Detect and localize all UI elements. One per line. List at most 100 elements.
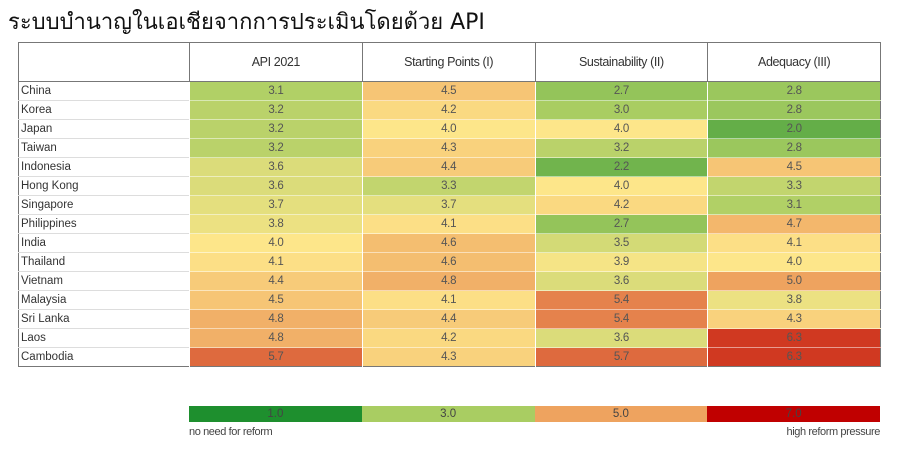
heat-cell-adequacy: 4.3 [707, 309, 881, 329]
heat-cell-api-2021: 3.2 [189, 138, 363, 158]
row-label: Cambodia [18, 347, 190, 367]
heat-cell-sustainability: 3.0 [534, 100, 708, 120]
table-row: Korea 3.2 4.2 3.0 2.8 [18, 100, 881, 120]
row-label: India [18, 233, 190, 253]
row-label: Laos [18, 328, 190, 348]
heat-cell-sustainability: 2.2 [534, 157, 708, 177]
heat-cell-starting-points: 4.2 [361, 100, 535, 120]
row-label: Korea [18, 100, 190, 120]
heat-cell-sustainability: 3.6 [534, 271, 708, 291]
heat-cell-api-2021: 4.1 [189, 252, 363, 272]
heat-cell-sustainability: 4.2 [534, 195, 708, 215]
column-header-adequacy: Adequacy (III) [707, 42, 881, 82]
heat-cell-starting-points: 3.3 [361, 176, 535, 196]
color-legend: 1.0 3.0 5.0 7.0 [189, 406, 880, 422]
heat-cell-adequacy: 6.3 [707, 328, 881, 348]
row-label: Thailand [18, 252, 190, 272]
legend-swatch: 7.0 [707, 406, 880, 422]
heat-cell-api-2021: 3.1 [189, 81, 363, 101]
row-label: Sri Lanka [18, 309, 190, 329]
heat-cell-api-2021: 3.7 [189, 195, 363, 215]
table-row: Hong Kong 3.6 3.3 4.0 3.3 [18, 176, 881, 196]
column-header-starting-points: Starting Points (I) [361, 42, 535, 82]
heat-cell-adequacy: 3.1 [707, 195, 881, 215]
heat-cell-api-2021: 3.6 [189, 157, 363, 177]
heat-cell-sustainability: 4.0 [534, 119, 708, 139]
table-row: Taiwan 3.2 4.3 3.2 2.8 [18, 138, 881, 158]
heat-cell-starting-points: 4.2 [361, 328, 535, 348]
row-label: Singapore [18, 195, 190, 215]
table-row: Japan 3.2 4.0 4.0 2.0 [18, 119, 881, 139]
heat-cell-sustainability: 3.6 [534, 328, 708, 348]
heat-cell-adequacy: 3.8 [707, 290, 881, 310]
legend-swatch: 5.0 [534, 406, 708, 422]
heat-cell-sustainability: 4.0 [534, 176, 708, 196]
heat-cell-sustainability: 5.4 [534, 290, 708, 310]
heat-cell-api-2021: 5.7 [189, 347, 363, 367]
heat-cell-starting-points: 4.6 [361, 233, 535, 253]
heat-cell-starting-points: 4.0 [361, 119, 535, 139]
heat-cell-adequacy: 4.0 [707, 252, 881, 272]
heatmap-body: China 3.1 4.5 2.7 2.8 Korea 3.2 4.2 3.0 2.8 Japan 3… [18, 81, 881, 367]
legend-low-label: no need for reform [189, 426, 273, 438]
heat-cell-api-2021: 4.8 [189, 328, 363, 348]
table-row: Singapore 3.7 3.7 4.2 3.1 [18, 195, 881, 215]
table-row: Vietnam 4.4 4.8 3.6 5.0 [18, 271, 881, 291]
table-row: Philippines 3.8 4.1 2.7 4.7 [18, 214, 881, 234]
heat-cell-sustainability: 5.4 [534, 309, 708, 329]
table-row: Thailand 4.1 4.6 3.9 4.0 [18, 252, 881, 272]
table-row: Indonesia 3.6 4.4 2.2 4.5 [18, 157, 881, 177]
column-header-sustainability: Sustainability (II) [534, 42, 708, 82]
heat-cell-adequacy: 4.1 [707, 233, 881, 253]
column-header-api-2021: API 2021 [189, 42, 363, 82]
corner-cell [18, 42, 190, 82]
heat-cell-starting-points: 4.1 [361, 214, 535, 234]
heat-cell-sustainability: 2.7 [534, 214, 708, 234]
table-row: China 3.1 4.5 2.7 2.8 [18, 81, 881, 101]
chart-title: ระบบบำนาญในเอเชียจากการประเมินโดยด้วย AP… [8, 10, 485, 35]
heat-cell-starting-points: 4.4 [361, 309, 535, 329]
heat-cell-api-2021: 3.8 [189, 214, 363, 234]
heat-cell-adequacy: 2.8 [707, 138, 881, 158]
heat-cell-sustainability: 2.7 [534, 81, 708, 101]
heat-cell-adequacy: 2.8 [707, 81, 881, 101]
heat-cell-starting-points: 4.3 [361, 138, 535, 158]
table-row: India 4.0 4.6 3.5 4.1 [18, 233, 881, 253]
heat-cell-starting-points: 4.4 [361, 157, 535, 177]
heat-cell-api-2021: 3.2 [189, 100, 363, 120]
heat-cell-api-2021: 4.8 [189, 309, 363, 329]
table-row: Laos 4.8 4.2 3.6 6.3 [18, 328, 881, 348]
heat-cell-starting-points: 4.8 [361, 271, 535, 291]
row-label: Philippines [18, 214, 190, 234]
heat-cell-starting-points: 4.6 [361, 252, 535, 272]
header-row: API 2021 Starting Points (I) Sustainabil… [18, 42, 881, 82]
heat-cell-adequacy: 4.5 [707, 157, 881, 177]
row-label: China [18, 81, 190, 101]
heat-cell-starting-points: 4.5 [361, 81, 535, 101]
heat-cell-api-2021: 4.0 [189, 233, 363, 253]
heat-cell-sustainability: 3.5 [534, 233, 708, 253]
row-label: Vietnam [18, 271, 190, 291]
table-row: Malaysia 4.5 4.1 5.4 3.8 [18, 290, 881, 310]
heat-cell-adequacy: 3.3 [707, 176, 881, 196]
heat-cell-starting-points: 4.1 [361, 290, 535, 310]
table-row: Cambodia 5.7 4.3 5.7 6.3 [18, 347, 881, 367]
heat-cell-adequacy: 5.0 [707, 271, 881, 291]
legend-high-label: high reform pressure [786, 426, 881, 438]
heat-cell-api-2021: 4.4 [189, 271, 363, 291]
heat-cell-sustainability: 5.7 [534, 347, 708, 367]
heatmap-table: API 2021 Starting Points (I) Sustainabil… [18, 42, 881, 367]
heat-cell-adequacy: 2.0 [707, 119, 881, 139]
heat-cell-adequacy: 2.8 [707, 100, 881, 120]
heat-cell-starting-points: 4.3 [361, 347, 535, 367]
heatmap-table-container: API 2021 Starting Points (I) Sustainabil… [18, 42, 881, 367]
row-label: Hong Kong [18, 176, 190, 196]
legend-swatch: 3.0 [361, 406, 535, 422]
table-row: Sri Lanka 4.8 4.4 5.4 4.3 [18, 309, 881, 329]
heat-cell-sustainability: 3.2 [534, 138, 708, 158]
heat-cell-adequacy: 4.7 [707, 214, 881, 234]
row-label: Japan [18, 119, 190, 139]
heat-cell-sustainability: 3.9 [534, 252, 708, 272]
heat-cell-api-2021: 3.2 [189, 119, 363, 139]
row-label: Malaysia [18, 290, 190, 310]
